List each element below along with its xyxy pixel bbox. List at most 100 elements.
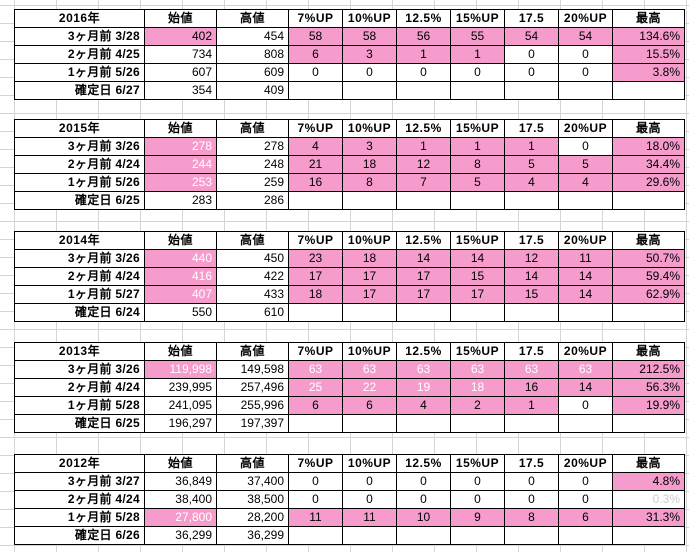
empty-cell[interactable]: [396, 303, 451, 322]
count-cell[interactable]: 0: [396, 472, 451, 491]
empty-cell[interactable]: [612, 303, 685, 322]
count-cell[interactable]: 12: [396, 155, 451, 174]
header-high[interactable]: 高値: [216, 342, 289, 361]
header-12-5up[interactable]: 12.5%: [396, 9, 451, 28]
high-cell[interactable]: 37,400: [216, 472, 289, 491]
high-cell[interactable]: 248: [216, 155, 289, 174]
header-10up[interactable]: 10%UP: [342, 119, 397, 138]
header-7up[interactable]: 7%UP: [288, 231, 343, 250]
count-cell[interactable]: 0: [342, 63, 397, 82]
start-cell[interactable]: 550: [144, 303, 217, 322]
count-cell[interactable]: 4: [558, 173, 613, 192]
count-cell[interactable]: 18: [288, 285, 343, 304]
count-cell[interactable]: 0: [558, 137, 613, 156]
count-cell[interactable]: 21: [288, 155, 343, 174]
start-cell[interactable]: 440: [144, 249, 217, 268]
count-cell[interactable]: 0: [288, 63, 343, 82]
count-cell[interactable]: 1: [504, 137, 559, 156]
row-label[interactable]: 確定日 6/27: [14, 81, 145, 100]
start-cell[interactable]: 253: [144, 173, 217, 192]
year-header[interactable]: 2012年: [14, 454, 145, 473]
row-label[interactable]: 1ヶ月前 5/27: [14, 285, 145, 304]
count-cell[interactable]: 1: [396, 45, 451, 64]
empty-cell[interactable]: [396, 526, 451, 545]
count-cell[interactable]: 5: [504, 155, 559, 174]
year-header[interactable]: 2013年: [14, 342, 145, 361]
count-cell[interactable]: 0: [558, 396, 613, 415]
header-17-5up[interactable]: 17.5: [504, 231, 559, 250]
header-7up[interactable]: 7%UP: [288, 454, 343, 473]
max-cell[interactable]: 212.5%: [612, 360, 685, 379]
count-cell[interactable]: 11: [288, 508, 343, 527]
header-17-5up[interactable]: 17.5: [504, 454, 559, 473]
start-cell[interactable]: 196,297: [144, 414, 217, 433]
max-cell[interactable]: 3.8%: [612, 63, 685, 82]
start-cell[interactable]: 36,849: [144, 472, 217, 491]
start-cell[interactable]: 36,299: [144, 526, 217, 545]
high-cell[interactable]: 149,598: [216, 360, 289, 379]
header-15up[interactable]: 15%UP: [450, 119, 505, 138]
count-cell[interactable]: 17: [342, 285, 397, 304]
high-cell[interactable]: 38,500: [216, 490, 289, 509]
start-cell[interactable]: 354: [144, 81, 217, 100]
header-20up[interactable]: 20%UP: [558, 9, 613, 28]
count-cell[interactable]: 14: [396, 249, 451, 268]
count-cell[interactable]: 2: [450, 396, 505, 415]
max-cell[interactable]: 19.9%: [612, 396, 685, 415]
start-cell[interactable]: 239,995: [144, 378, 217, 397]
row-label[interactable]: 1ヶ月前 5/26: [14, 63, 145, 82]
max-cell[interactable]: 50.7%: [612, 249, 685, 268]
header-start[interactable]: 始値: [144, 342, 217, 361]
count-cell[interactable]: 14: [504, 267, 559, 286]
header-20up[interactable]: 20%UP: [558, 231, 613, 250]
high-cell[interactable]: 257,496: [216, 378, 289, 397]
max-cell[interactable]: 134.6%: [612, 27, 685, 46]
count-cell[interactable]: 4: [396, 396, 451, 415]
header-10up[interactable]: 10%UP: [342, 342, 397, 361]
count-cell[interactable]: 14: [450, 249, 505, 268]
count-cell[interactable]: 17: [396, 267, 451, 286]
count-cell[interactable]: 1: [504, 396, 559, 415]
row-label[interactable]: 確定日 6/24: [14, 303, 145, 322]
max-cell[interactable]: 4.8%: [612, 472, 685, 491]
empty-cell[interactable]: [558, 81, 613, 100]
count-cell[interactable]: 58: [342, 27, 397, 46]
count-cell[interactable]: 0: [342, 472, 397, 491]
high-cell[interactable]: 450: [216, 249, 289, 268]
empty-cell[interactable]: [288, 303, 343, 322]
high-cell[interactable]: 808: [216, 45, 289, 64]
count-cell[interactable]: 17: [450, 285, 505, 304]
empty-cell[interactable]: [504, 303, 559, 322]
max-cell[interactable]: 29.6%: [612, 173, 685, 192]
empty-cell[interactable]: [288, 526, 343, 545]
count-cell[interactable]: 4: [288, 137, 343, 156]
count-cell[interactable]: 56: [396, 27, 451, 46]
start-cell[interactable]: 402: [144, 27, 217, 46]
count-cell[interactable]: 6: [288, 45, 343, 64]
empty-cell[interactable]: [450, 414, 505, 433]
year-header[interactable]: 2015年: [14, 119, 145, 138]
count-cell[interactable]: 3: [342, 137, 397, 156]
row-label[interactable]: 確定日 6/26: [14, 526, 145, 545]
count-cell[interactable]: 18: [342, 155, 397, 174]
count-cell[interactable]: 0: [558, 63, 613, 82]
count-cell[interactable]: 16: [504, 378, 559, 397]
count-cell[interactable]: 0: [504, 490, 559, 509]
header-start[interactable]: 始値: [144, 119, 217, 138]
header-17-5up[interactable]: 17.5: [504, 9, 559, 28]
high-cell[interactable]: 609: [216, 63, 289, 82]
count-cell[interactable]: 58: [288, 27, 343, 46]
header-12-5up[interactable]: 12.5%: [396, 454, 451, 473]
row-label[interactable]: 2ヶ月前 4/24: [14, 490, 145, 509]
count-cell[interactable]: 6: [342, 396, 397, 415]
start-cell[interactable]: 416: [144, 267, 217, 286]
header-15up[interactable]: 15%UP: [450, 231, 505, 250]
high-cell[interactable]: 409: [216, 81, 289, 100]
count-cell[interactable]: 0: [504, 45, 559, 64]
header-7up[interactable]: 7%UP: [288, 342, 343, 361]
empty-cell[interactable]: [450, 81, 505, 100]
count-cell[interactable]: 0: [396, 63, 451, 82]
start-cell[interactable]: 119,998: [144, 360, 217, 379]
count-cell[interactable]: 11: [342, 508, 397, 527]
max-cell[interactable]: 62.9%: [612, 285, 685, 304]
